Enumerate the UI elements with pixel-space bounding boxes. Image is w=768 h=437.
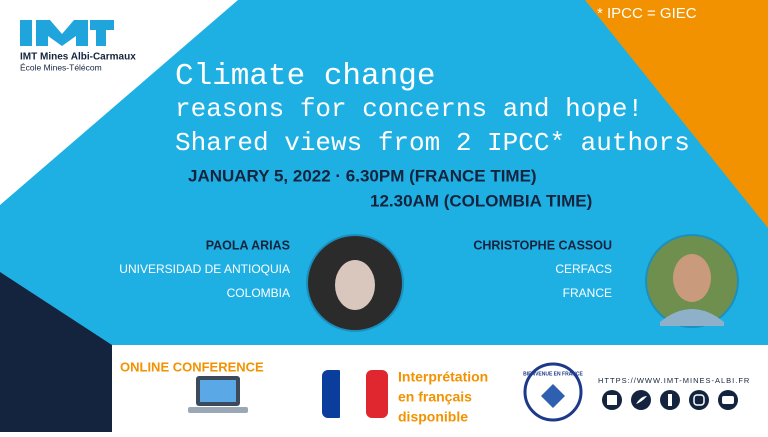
speaker-name: PAOLA ARIAS	[206, 238, 290, 252]
navy-corner	[0, 272, 112, 432]
icon-glyph	[693, 394, 705, 406]
orange-corner	[585, 0, 768, 228]
social-icon[interactable]	[689, 390, 709, 410]
badge: BIENVENUE EN FRANCE	[523, 362, 584, 422]
format: ONLINE CONFERENCE	[120, 359, 264, 374]
white-corner	[0, 0, 238, 205]
title-line: Shared views from 2 IPCC* authors	[175, 128, 690, 158]
french-flag	[322, 370, 388, 418]
speaker-affiliation: CERFACS	[555, 262, 612, 276]
url: HTTPS://WWW.IMT-MINES-ALBI.FR	[598, 376, 750, 385]
speaker-photo	[645, 234, 739, 328]
laptop-base	[188, 407, 248, 413]
speaker-country: COLOMBIA	[227, 286, 290, 300]
badge-mark	[541, 384, 565, 408]
speaker-name: CHRISTOPHE CASSOU	[473, 238, 612, 252]
photo-face	[673, 254, 711, 302]
speaker-country: FRANCE	[563, 286, 612, 300]
date-line: 12.30AM (COLOMBIA TIME)	[370, 191, 592, 210]
icon-glyph	[636, 396, 647, 404]
icon-glyph	[668, 394, 672, 406]
photo-shirt	[660, 309, 724, 326]
interpretation: en français	[398, 389, 472, 405]
interpretation: Interprétation	[398, 369, 488, 385]
icon-glyph	[607, 395, 617, 405]
logo-shape	[36, 20, 88, 46]
logo-shape	[90, 20, 114, 46]
social-icons	[602, 390, 738, 410]
logo-shape	[20, 20, 32, 46]
laptop-icon	[188, 376, 248, 413]
laptop-display	[200, 380, 236, 402]
speaker-affiliation: UNIVERSIDAD DE ANTIOQUIA	[119, 262, 290, 276]
flag-blue	[322, 370, 344, 418]
title-line: reasons for concerns and hope!	[175, 94, 643, 124]
interpretation: disponible	[398, 409, 468, 425]
title-line: Climate change	[175, 59, 435, 94]
icon-glyph	[722, 396, 734, 404]
badge-text: BIENVENUE EN FRANCE	[523, 371, 583, 377]
date-line: JANUARY 5, 2022 · 6.30PM (FRANCE TIME)	[188, 166, 537, 185]
flag-white	[340, 370, 370, 418]
logo-subtitle: École Mines-Télécom	[20, 62, 102, 72]
speaker-photo	[306, 234, 404, 332]
logo-name: IMT Mines Albi-Carmaux	[20, 52, 136, 63]
note: * IPCC = GIEC	[597, 5, 697, 22]
flag-red	[366, 370, 388, 418]
photo-face	[335, 260, 375, 310]
logo: IMT Mines Albi-Carmaux École Mines-Téléc…	[20, 20, 136, 72]
